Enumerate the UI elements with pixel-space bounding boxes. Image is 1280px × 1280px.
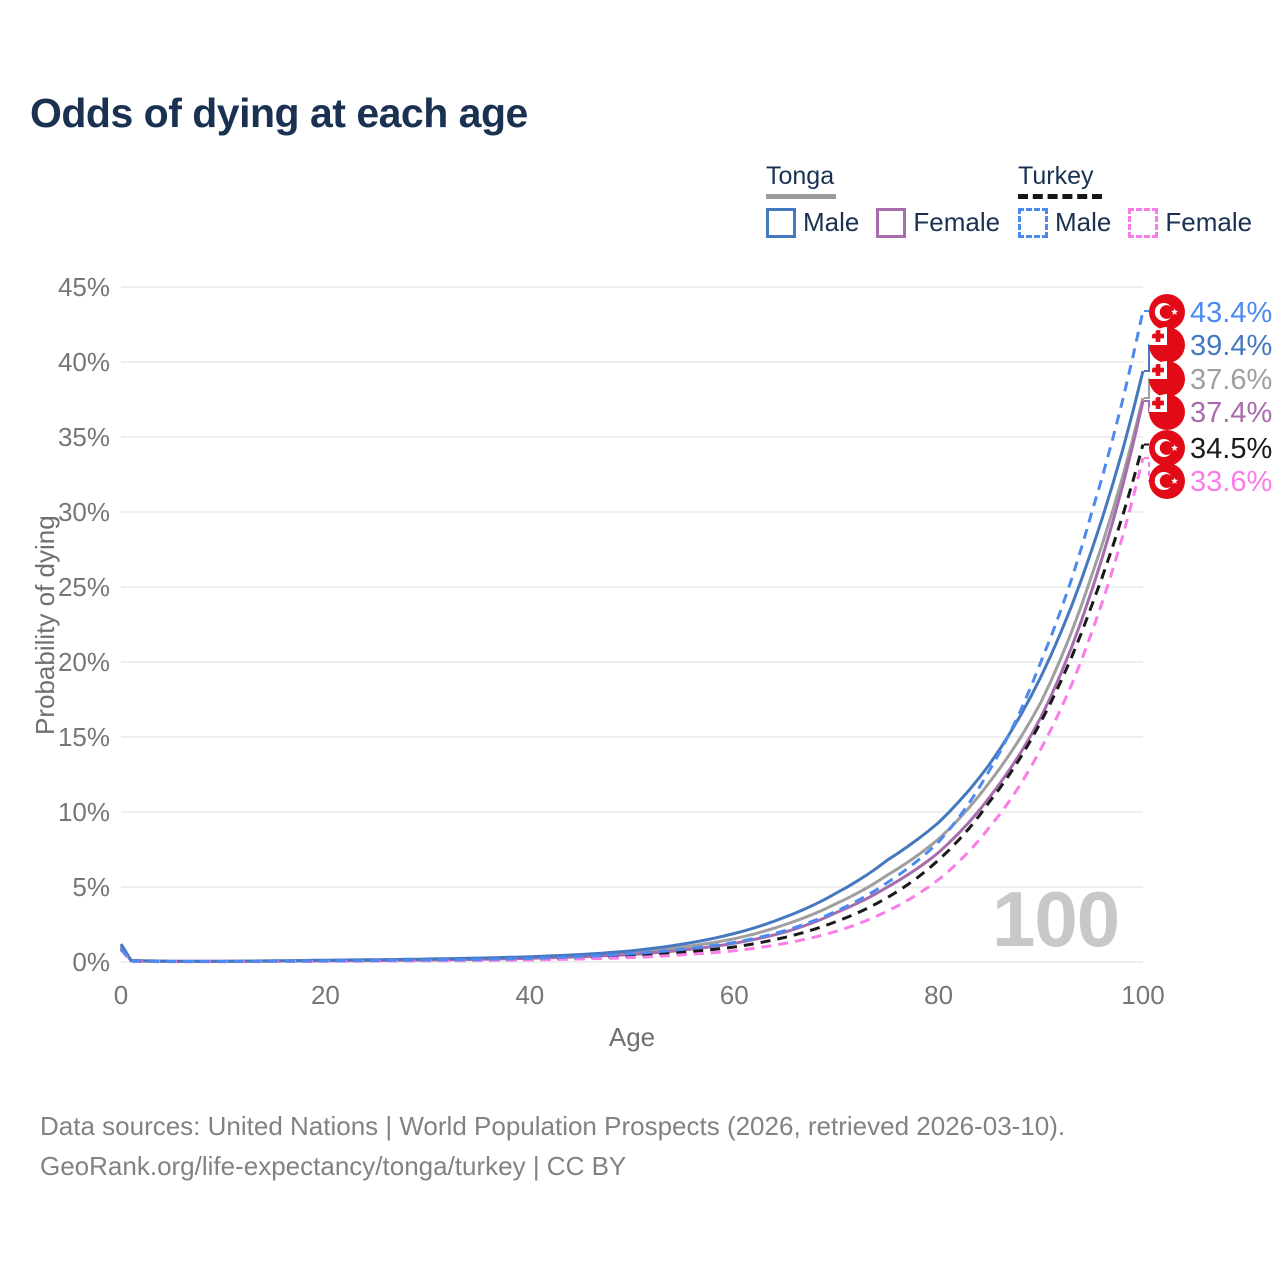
y-tick-label: 0%	[72, 947, 110, 977]
legend-group-tonga: Tonga Male Female	[766, 162, 1000, 238]
watermark-age: 100	[992, 875, 1120, 963]
legend-tonga-line-swatch	[766, 194, 836, 199]
x-axis-title: Age	[608, 1022, 656, 1052]
end-value-label-tonga-both-sexes: 37.6%	[1190, 364, 1272, 396]
tonga-male-swatch-icon	[766, 207, 796, 238]
y-tick-label: 5%	[72, 872, 110, 902]
turkey-flag-icon	[1149, 430, 1185, 466]
x-tick-label: 100	[1121, 980, 1164, 1010]
end-value-label-turkey-male: 43.4%	[1190, 297, 1272, 329]
turkey-flag-icon	[1149, 294, 1185, 330]
x-tick-label: 20	[311, 980, 340, 1010]
turkey-flag-icon	[1149, 463, 1185, 499]
legend-item-label: Female	[913, 207, 1001, 237]
tonga-flag-icon	[1149, 394, 1185, 430]
turkey-male-swatch-icon	[1018, 207, 1048, 238]
legend-item-turkey-female[interactable]: Female	[1128, 207, 1252, 238]
x-tick-label: 80	[924, 980, 953, 1010]
series-line-tonga-female[interactable]	[119, 400, 1145, 963]
legend-item-turkey-male[interactable]: Male	[1018, 207, 1111, 238]
y-tick-label: 40%	[58, 347, 110, 377]
y-tick-label: 20%	[58, 647, 110, 677]
legend-item-label: Male	[803, 207, 860, 237]
x-tick-label: 40	[515, 980, 544, 1010]
tonga-female-swatch-icon	[876, 207, 907, 238]
legend-item-tonga-male[interactable]: Male	[766, 207, 859, 238]
series-line-turkey-both-sexes[interactable]	[119, 444, 1145, 963]
tonga-flag-icon	[1149, 361, 1185, 397]
legend: Tonga Male Female Turkey Male	[0, 162, 1280, 242]
footer: Data sources: United Nations | World Pop…	[40, 1106, 1065, 1187]
series-line-turkey-female[interactable]	[119, 457, 1145, 964]
y-tick-label: 30%	[58, 497, 110, 527]
y-tick-label: 15%	[58, 722, 110, 752]
y-tick-label: 35%	[58, 422, 110, 452]
y-tick-label: 45%	[58, 272, 110, 302]
end-value-label-turkey-female: 33.6%	[1190, 466, 1272, 498]
y-axis-title: Probability of dying	[30, 515, 60, 735]
end-value-label-tonga-male: 39.4%	[1190, 330, 1272, 362]
y-tick-label: 25%	[58, 572, 110, 602]
series-line-tonga-both-sexes[interactable]	[119, 397, 1145, 963]
x-tick-label: 0	[114, 980, 128, 1010]
y-tick-label: 10%	[58, 797, 110, 827]
legend-item-tonga-female[interactable]: Female	[876, 207, 1000, 238]
end-value-label-tonga-female: 37.4%	[1190, 397, 1272, 429]
page-title: Odds of dying at each age	[30, 90, 528, 136]
tonga-flag-icon	[1149, 327, 1185, 363]
legend-item-label: Male	[1055, 207, 1112, 237]
series-line-turkey-male[interactable]	[119, 310, 1145, 963]
legend-tonga-title: Tonga	[766, 162, 835, 190]
legend-tonga-items: Male Female	[766, 207, 1000, 238]
footer-attribution: GeoRank.org/life-expectancy/tonga/turkey…	[40, 1151, 627, 1182]
series-line-tonga-male[interactable]	[119, 370, 1145, 963]
legend-turkey-items: Male Female	[1018, 207, 1252, 238]
legend-turkey-title: Turkey	[1018, 162, 1094, 190]
legend-group-turkey: Turkey Male Female	[1018, 162, 1252, 238]
legend-item-label: Female	[1165, 207, 1253, 237]
end-value-label-turkey-both-sexes: 34.5%	[1190, 433, 1272, 465]
turkey-female-swatch-icon	[1128, 207, 1159, 238]
footer-sources: Data sources: United Nations | World Pop…	[40, 1111, 1066, 1141]
x-tick-label: 60	[720, 980, 749, 1010]
legend-turkey-line-swatch	[1018, 194, 1102, 199]
